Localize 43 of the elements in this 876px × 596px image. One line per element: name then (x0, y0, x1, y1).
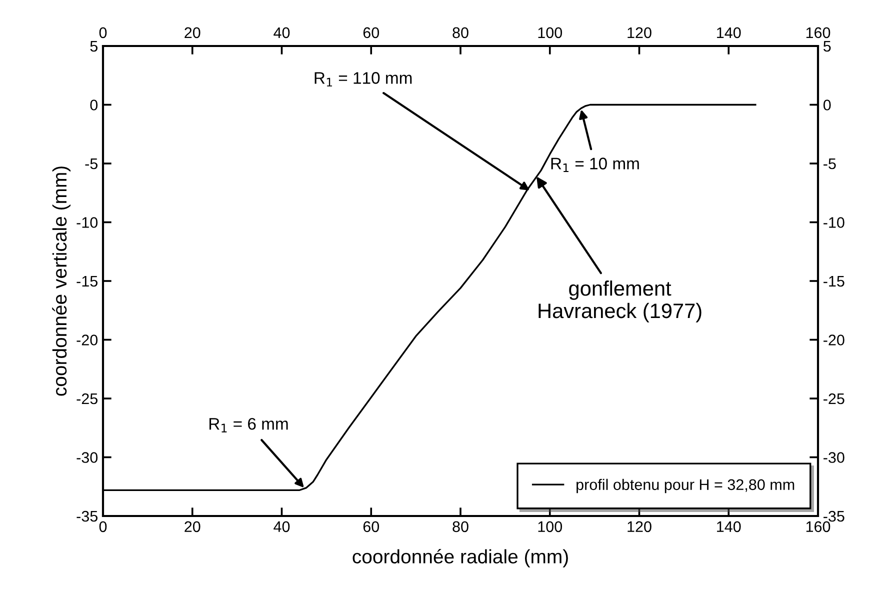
x-tick-label: 0 (99, 521, 107, 532)
x-tick-label: 20 (184, 521, 200, 532)
x2-tick-label: 60 (363, 27, 380, 38)
annotation: R$_{1}$ = 6 mm (209, 418, 288, 432)
y-tick-label: -15 (76, 276, 98, 287)
x-tick-label: 120 (628, 521, 652, 532)
x2-tick-label: 20 (184, 27, 200, 38)
y2-tick-label: -15 (824, 276, 844, 287)
x-axis-title: coordonnée radiale (mm) (352, 548, 568, 568)
annotation: R$_{1}$ = 10 mm (551, 158, 639, 172)
y2-tick-label: -35 (824, 510, 844, 522)
y-tick-label: -10 (76, 217, 98, 228)
y-tick-label: -30 (76, 452, 98, 463)
y-axis-title: coordonnée verticale (mm) (52, 166, 70, 396)
y2-tick-label: -10 (824, 217, 844, 228)
x2-tick-label: 40 (274, 27, 290, 38)
x2-tick-label: 120 (628, 27, 652, 38)
x2-tick-label: 160 (806, 27, 830, 38)
x-tick-label: 160 (806, 521, 830, 532)
y-tick-label: 0 (90, 100, 98, 110)
x-tick-label: 40 (274, 521, 290, 532)
x-tick-label: 100 (538, 521, 562, 532)
x-tick-label: 140 (717, 521, 741, 532)
x2-tick-label: 80 (452, 27, 468, 38)
x2-tick-label: 100 (538, 27, 562, 38)
x2-tick-label: 140 (717, 27, 741, 38)
x-tick-label: 80 (452, 521, 468, 532)
annotation: gonflement Havraneck (1977) (538, 280, 702, 322)
x-tick-label: 60 (363, 521, 380, 532)
y-tick-label: 5 (90, 41, 98, 52)
legend-label: profil obtenu pour H = 32,80 mm (576, 478, 794, 494)
y-tick-label: -20 (76, 334, 98, 346)
y2-tick-label: 0 (823, 100, 831, 110)
y2-tick-label: -25 (824, 393, 844, 404)
y2-tick-label: -20 (824, 334, 844, 346)
annotation: R$_{1}$ = 110 mm (314, 72, 412, 86)
y-tick-label: -25 (76, 393, 98, 404)
y-tick-label: -35 (76, 510, 98, 522)
y-tick-label: -5 (85, 158, 98, 170)
y2-tick-label: -5 (824, 158, 836, 170)
y2-tick-label: 5 (823, 41, 831, 52)
x2-tick-label: 0 (99, 27, 107, 38)
y2-tick-label: -30 (824, 452, 844, 463)
